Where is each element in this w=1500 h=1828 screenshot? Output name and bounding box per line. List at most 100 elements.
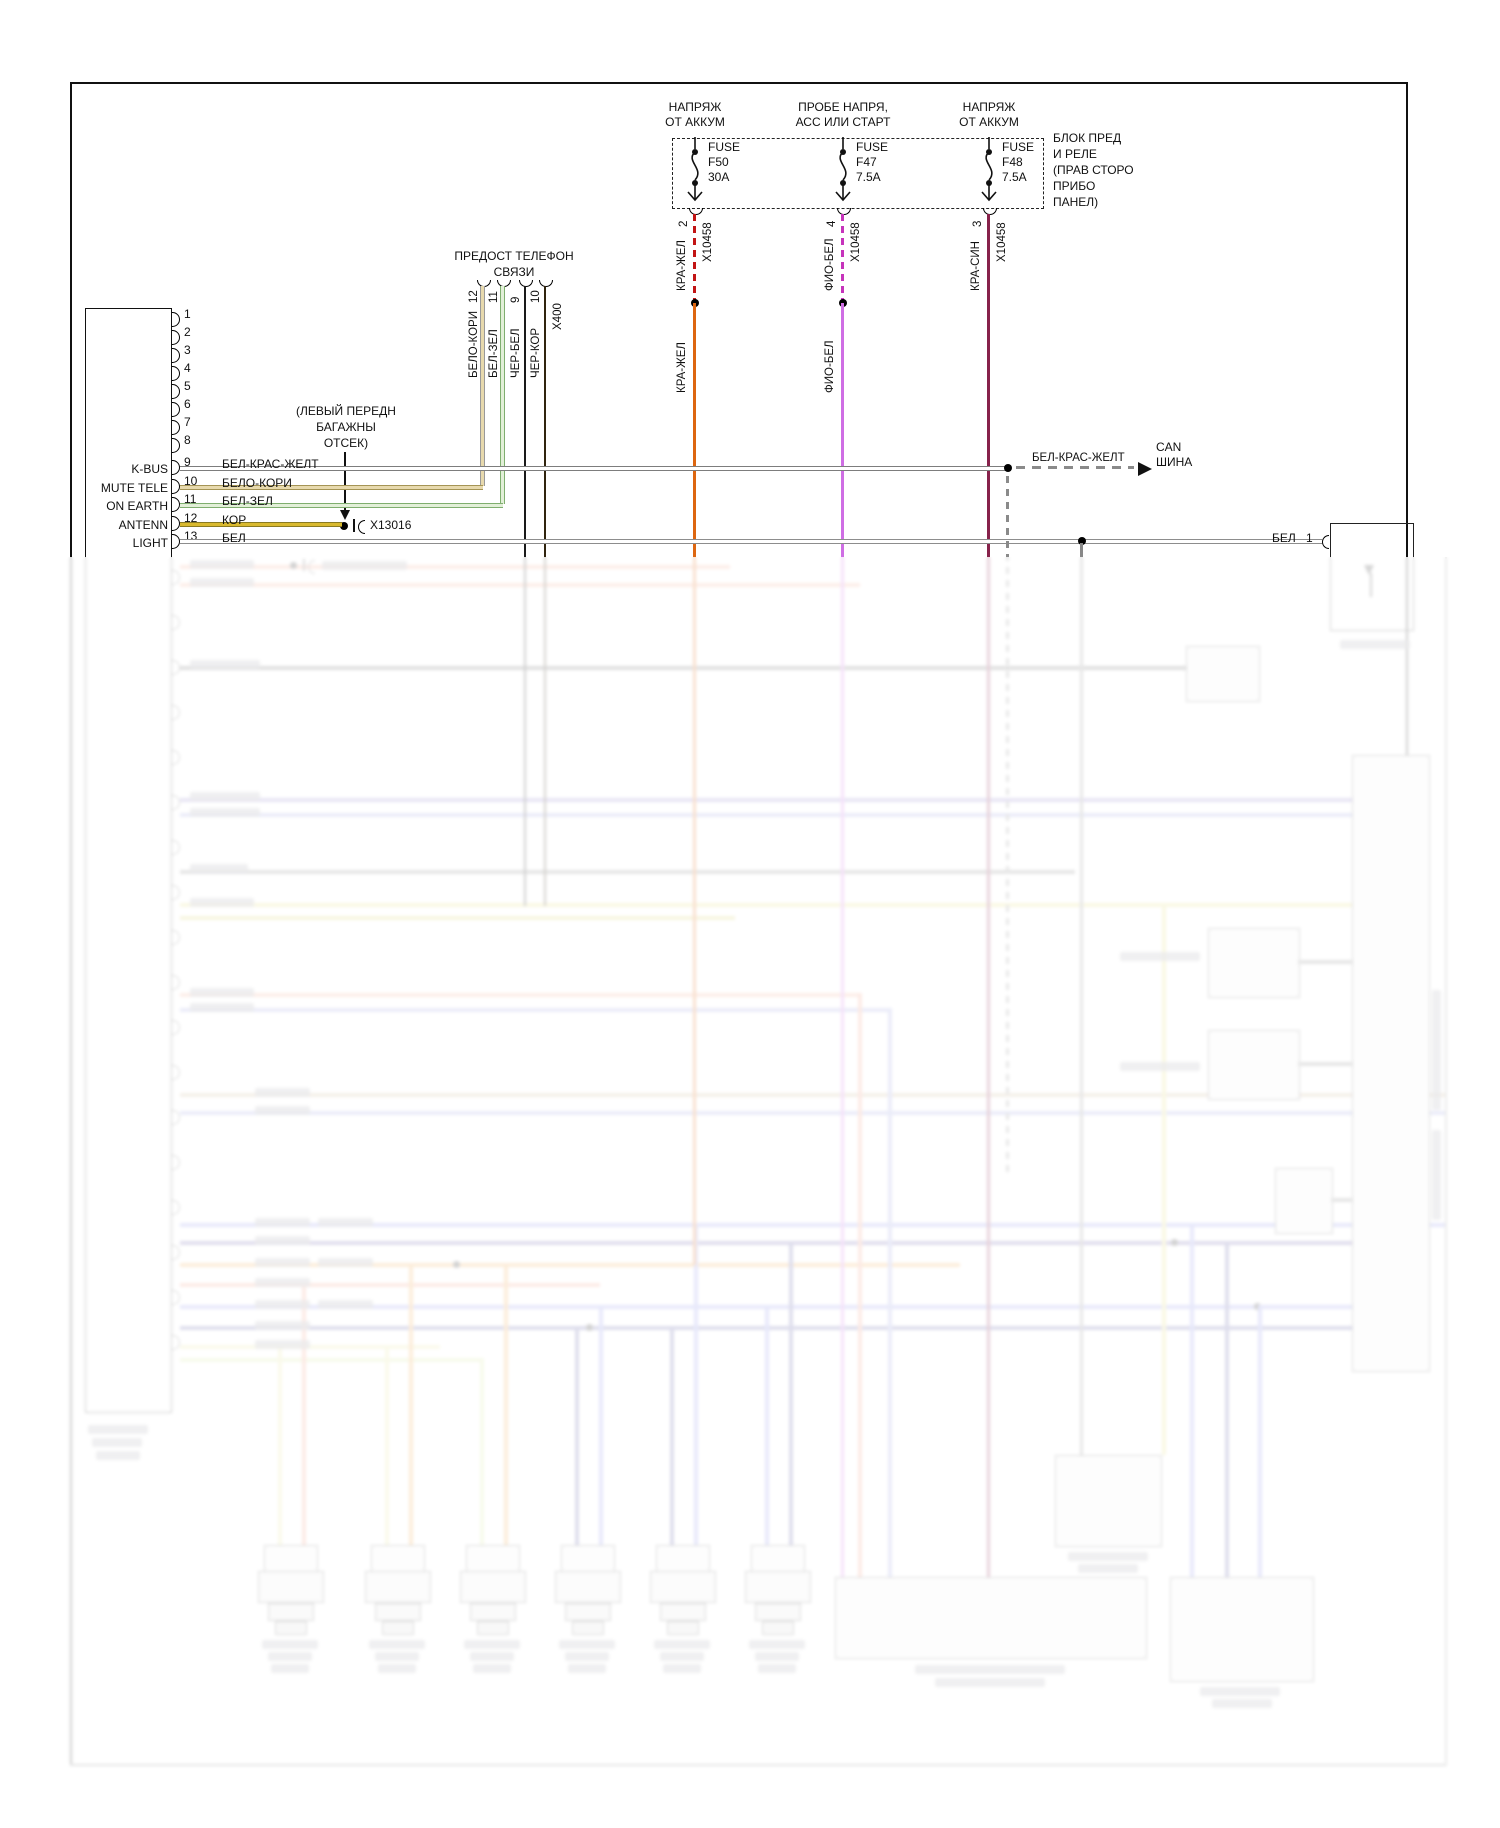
pin-number: 12 (468, 290, 480, 303)
phone-title: СВЯЗИ (493, 265, 535, 279)
feed-label: НАПРЯЖ (668, 100, 722, 114)
fuse-block-label: И РЕЛЕ (1053, 147, 1097, 161)
wire-kor (180, 522, 342, 527)
wire-kra-zhel-dashed (693, 214, 696, 303)
pin-number: 4 (826, 220, 838, 227)
connector-bar (353, 519, 355, 532)
pin-arc (172, 420, 180, 435)
can-bus-label: CAN (1156, 440, 1182, 454)
pin-arc (172, 479, 180, 494)
pin-number: 1 (184, 307, 191, 321)
wire-belo-kori-v (480, 286, 485, 486)
pin-number: 8 (184, 433, 191, 447)
wire-name: КОР (222, 513, 247, 527)
wire-label: ЧЁР-БЕЛ (510, 328, 522, 378)
can-bus-label: ШИНА (1156, 455, 1193, 469)
pin-arc (1322, 535, 1329, 549)
connector-cup (519, 280, 533, 287)
signal-label: ON EARTH (106, 499, 168, 513)
wire-name: БЕЛ (222, 531, 246, 545)
pin-number: 4 (184, 361, 191, 375)
fuse-symbol (835, 137, 851, 202)
connector-cup (689, 208, 703, 215)
connector-id: X13016 (370, 518, 412, 532)
pin-number: 11 (488, 291, 500, 303)
connector-id: X10458 (996, 222, 1008, 262)
trunk-label: ОТСЕК) (323, 436, 369, 450)
wire-name: БЕЛ-КРАС-ЖЕЛТ (1032, 452, 1125, 464)
feed-label: ПРОБЕ НАПРЯ, (798, 100, 888, 114)
wire-name: БЕЛО-КОРИ (222, 476, 292, 490)
signal-label: ANTENN (118, 518, 168, 532)
trunk-arrowhead (340, 510, 350, 520)
pin-arc (172, 460, 180, 475)
pin-number: 7 (184, 415, 191, 429)
wire-label: ФИО-БЕЛ (824, 238, 836, 291)
pin-number: 3 (184, 343, 191, 357)
pin-arc (172, 384, 180, 399)
pin-number: 2 (678, 220, 690, 227)
fuse-symbol (981, 137, 997, 202)
wire-label: БЕЛ-ЗЕЛ (488, 329, 500, 378)
trunk-label: БАГАЖНЫ (316, 420, 376, 434)
feed-label: НАПРЯЖ (962, 100, 1016, 114)
wire-name: БЕЛ (1272, 531, 1296, 545)
pin-arc (172, 497, 180, 512)
fuse-name: FUSE (856, 140, 889, 154)
fuse-block-label: (ПРАВ СТОРО (1053, 163, 1134, 177)
junction-dot (1004, 464, 1012, 472)
pin-number: 10 (184, 474, 198, 488)
pin-arc (172, 438, 180, 453)
fuse-id: F48 (1002, 155, 1023, 169)
junction-dot (340, 522, 348, 530)
feed-label: АСС ИЛИ СТАРТ (795, 115, 891, 129)
connector-arc (358, 520, 365, 534)
wire-bel-kras-zhelt (180, 466, 1008, 471)
wire-label: БЕЛО-КОРИ (468, 311, 480, 378)
fuse-rating: 30A (708, 170, 730, 184)
fuse-name: FUSE (1002, 140, 1035, 154)
wire-bel-zel-v (500, 286, 505, 504)
pin-number: 2 (184, 325, 191, 339)
wire-name: БЕЛ-ЗЕЛ (222, 494, 273, 508)
fuse-id: F47 (856, 155, 877, 169)
pin-arc (172, 366, 180, 381)
fuse-name: FUSE (708, 140, 741, 154)
wire-label: КРА-ЖЁЛ (676, 342, 688, 393)
feed-label: ОТ АККУМ (665, 115, 725, 129)
pin-arc (172, 534, 180, 549)
wire-fio-bel-dashed (841, 214, 844, 303)
fuse-block-label: БЛОК ПРЕД (1053, 131, 1122, 145)
fuse-block-label: ПРИБО (1053, 179, 1096, 193)
connector-cup (983, 208, 997, 215)
connector-id: X10458 (702, 222, 714, 262)
wire-bel-zel (180, 503, 503, 508)
fuse-block-outline (672, 138, 1044, 209)
fuse-id: F50 (708, 155, 729, 169)
pin-arc (172, 516, 180, 531)
fuse-rating: 7.5A (856, 170, 881, 184)
fuse-block-label: ПАНЕЛ) (1053, 195, 1099, 209)
junction-dot (1078, 537, 1086, 545)
connector-id: X400 (552, 303, 564, 330)
pin-arc (172, 330, 180, 345)
signal-label: LIGHT (132, 536, 168, 550)
trunk-label: (ЛЕВЫЙ ПЕРЕДН (296, 404, 396, 418)
wire-label: ЧЁР-КОР (530, 327, 542, 378)
pin-number: 11 (184, 492, 197, 506)
pin-arc (172, 402, 180, 417)
pin-number: 3 (972, 220, 984, 227)
pin-number: 5 (184, 379, 191, 393)
wire-name: БЕЛ-КРАС-ЖЕЛТ (222, 457, 319, 471)
connector-cup (539, 280, 553, 287)
fuse-symbol (687, 137, 703, 202)
pin-number: 6 (184, 397, 191, 411)
wire-label: ФИО-БЕЛ (824, 340, 836, 393)
pin-number: 9 (510, 296, 522, 303)
connector-cup (837, 208, 851, 215)
pin-number: 10 (530, 290, 542, 303)
feed-label: ОТ АККУМ (959, 115, 1019, 129)
pin-arc (172, 312, 180, 327)
connector-id: X10458 (850, 222, 862, 262)
